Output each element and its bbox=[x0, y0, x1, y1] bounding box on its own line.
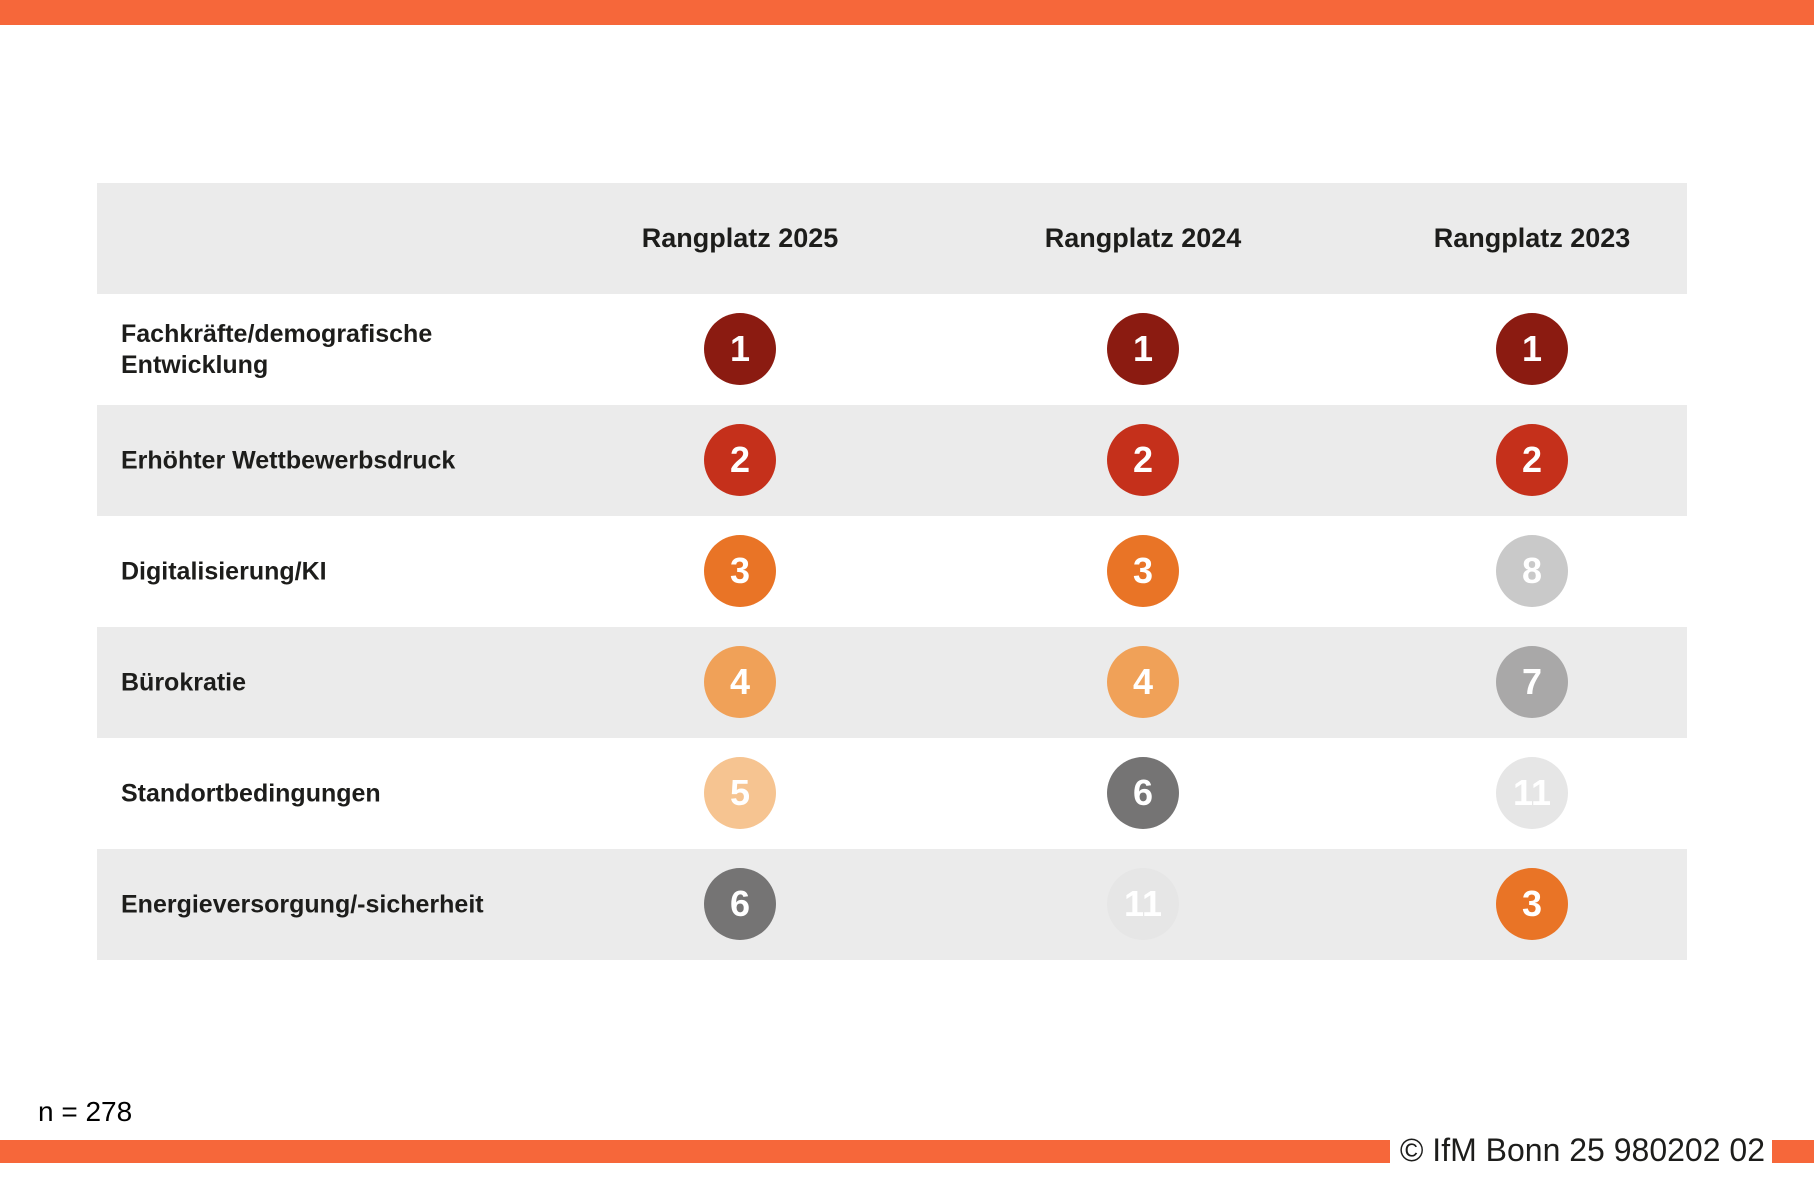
copyright-source: © IfM Bonn 25 980202 02 bbox=[1390, 1132, 1772, 1178]
rank-circle: 3 bbox=[1107, 535, 1179, 607]
table-row: Standortbedingungen 5 6 11 bbox=[97, 738, 1687, 849]
column-header-2025: Rangplatz 2025 bbox=[641, 223, 839, 253]
table-row: Fachkräfte/demografische Entwicklung 1 1 1 bbox=[97, 294, 1687, 405]
rank-circle: 11 bbox=[1107, 868, 1179, 940]
rank-circle: 1 bbox=[1496, 313, 1568, 385]
table-header-row: Rangplatz 2025 Rangplatz 2024 Rangplatz … bbox=[97, 183, 1687, 294]
table-row: Erhöhter Wettbewerbsdruck 2 2 2 bbox=[97, 405, 1687, 516]
rank-circle: 2 bbox=[1107, 424, 1179, 496]
row-label: Standortbedingungen bbox=[121, 779, 381, 807]
rank-circle: 2 bbox=[1496, 424, 1568, 496]
rank-circle: 4 bbox=[704, 646, 776, 718]
rank-circle: 8 bbox=[1496, 535, 1568, 607]
rank-circle: 11 bbox=[1496, 757, 1568, 829]
column-header-2023: Rangplatz 2023 bbox=[1433, 223, 1631, 253]
rank-circle: 3 bbox=[1496, 868, 1568, 940]
row-label: Energieversorgung/-sicherheit bbox=[121, 890, 484, 918]
row-label: Fachkräfte/demografische Entwicklung bbox=[121, 319, 433, 379]
rank-circle: 5 bbox=[704, 757, 776, 829]
sample-size-note: n = 278 bbox=[38, 1096, 133, 1127]
column-header-2024: Rangplatz 2024 bbox=[1044, 223, 1242, 253]
ranking-table: Rangplatz 2025 Rangplatz 2024 Rangplatz … bbox=[97, 183, 1687, 960]
rank-circle: 3 bbox=[704, 535, 776, 607]
table-body: Fachkräfte/demografische Entwicklung 1 1 1 E… bbox=[97, 294, 1687, 960]
row-label: Digitalisierung/KI bbox=[121, 557, 327, 585]
rank-circle: 1 bbox=[704, 313, 776, 385]
bottom-accent-bar bbox=[0, 1140, 1814, 1163]
table-row: Digitalisierung/KI 3 3 8 bbox=[97, 516, 1687, 627]
rank-circle: 6 bbox=[704, 868, 776, 940]
row-label: Erhöhter Wettbewerbsdruck bbox=[121, 446, 456, 474]
table-row: Bürokratie 4 4 7 bbox=[97, 627, 1687, 738]
top-accent-bar bbox=[0, 0, 1814, 25]
rank-circle: 4 bbox=[1107, 646, 1179, 718]
rank-circle: 7 bbox=[1496, 646, 1568, 718]
table-row: Energieversorgung/-sicherheit 6 11 3 bbox=[97, 849, 1687, 960]
rank-circle: 6 bbox=[1107, 757, 1179, 829]
rank-circle: 2 bbox=[704, 424, 776, 496]
row-label: Bürokratie bbox=[121, 668, 247, 696]
rank-circle: 1 bbox=[1107, 313, 1179, 385]
